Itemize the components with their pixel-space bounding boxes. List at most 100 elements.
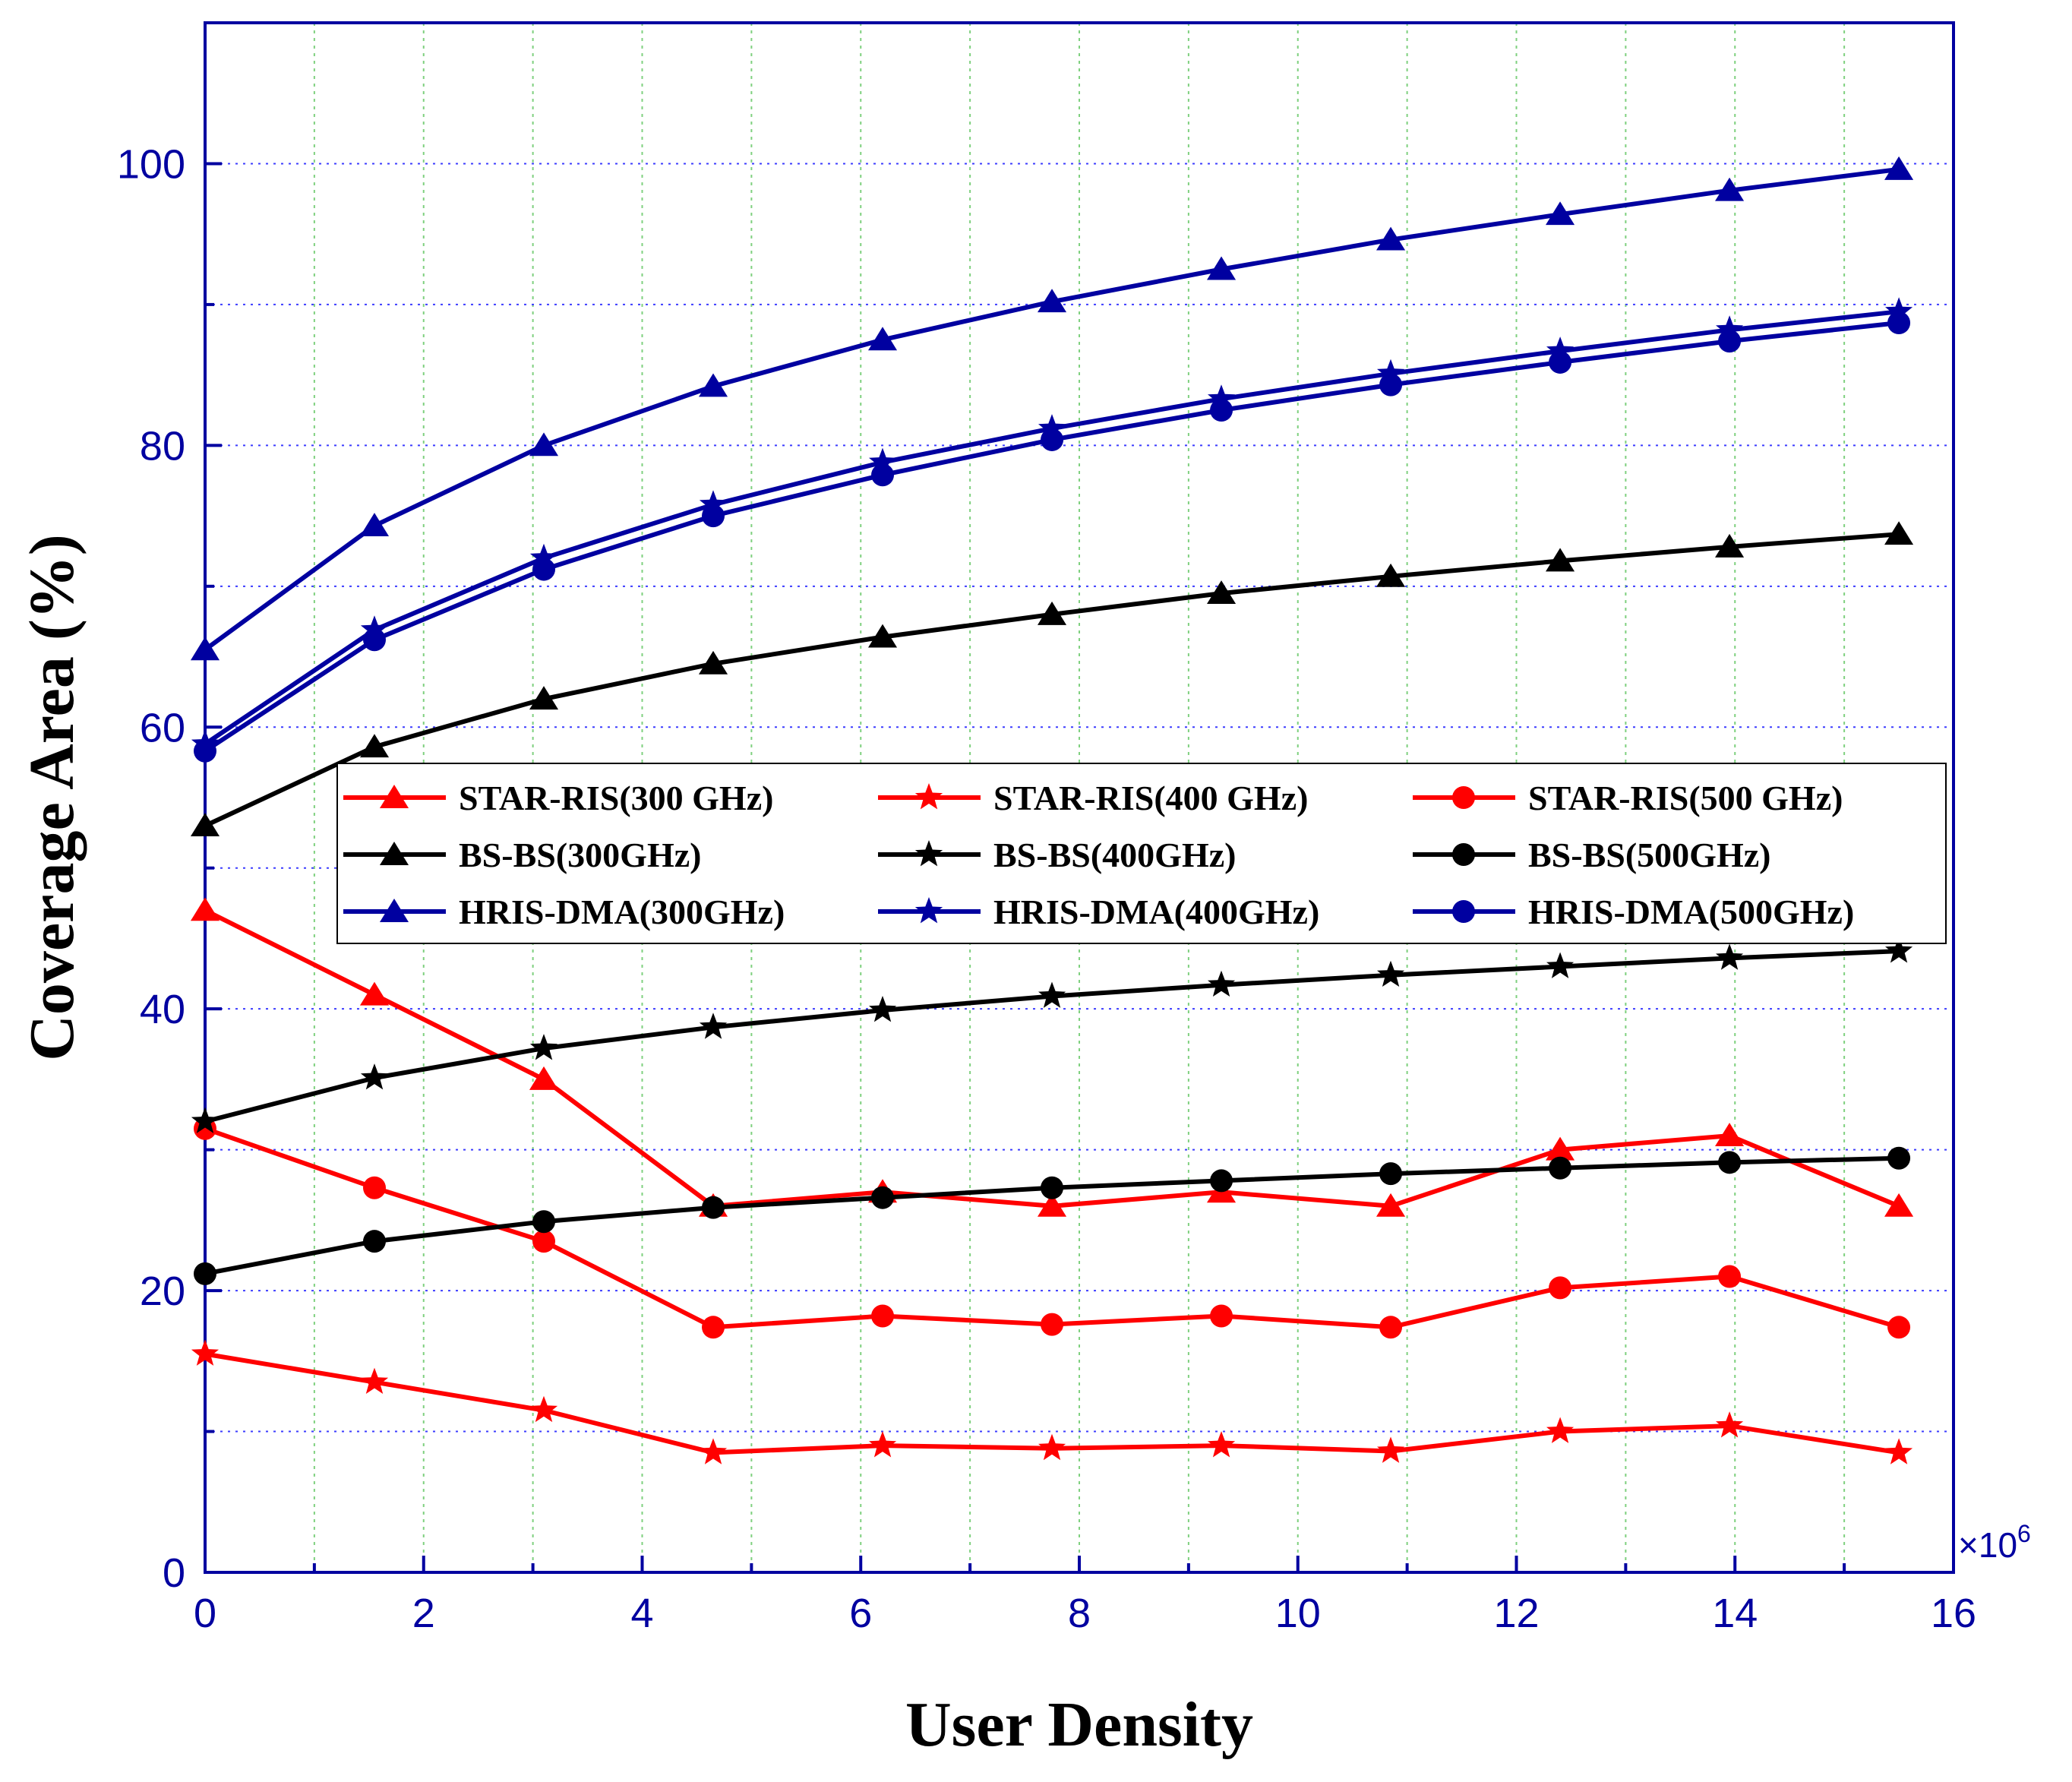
data-point [1718, 330, 1742, 353]
data-point [529, 1066, 559, 1090]
x-tick-label: 12 [1493, 1591, 1539, 1636]
data-point [1887, 311, 1911, 335]
data-point [1549, 350, 1572, 374]
data-point [1208, 970, 1236, 997]
x-axis-multiplier: ×106 [1958, 1520, 2031, 1565]
y-tick-label: 100 [117, 141, 185, 187]
data-point [1377, 359, 1405, 386]
data-point [1210, 399, 1233, 422]
data-point [532, 1210, 556, 1234]
data-point [1546, 336, 1575, 363]
data-point [1887, 1316, 1911, 1339]
x-tick-label: 2 [412, 1591, 435, 1636]
series-5 [194, 1146, 1911, 1285]
data-point [1376, 1193, 1406, 1217]
data-point [191, 1107, 220, 1133]
data-point [1715, 533, 1745, 558]
data-point [532, 558, 556, 581]
legend-box [336, 763, 1947, 944]
data-point [1885, 937, 1913, 963]
y-tick-label: 60 [140, 705, 185, 750]
data-point [191, 1339, 220, 1366]
data-point [869, 447, 897, 474]
data-point [1208, 384, 1236, 411]
legend-label: STAR-RIS(500 GHz) [1528, 779, 1843, 817]
data-point [529, 1395, 558, 1423]
data-point [871, 1304, 895, 1328]
data-point [702, 1196, 725, 1219]
data-point [1884, 1193, 1914, 1217]
data-point [699, 1438, 728, 1464]
data-point [1377, 1436, 1405, 1463]
data-point [1210, 1304, 1233, 1328]
legend-entry: HRIS-DMA(500GHz) [1413, 893, 1854, 931]
series-3 [190, 521, 1914, 837]
data-point [1885, 1438, 1913, 1464]
y-tick-label: 80 [140, 423, 185, 469]
data-point [1041, 428, 1064, 451]
data-point [1377, 960, 1405, 987]
x-tick-label: 8 [1068, 1591, 1091, 1636]
data-point [1206, 256, 1237, 280]
legend-entry: STAR-RIS(300 GHz) [343, 779, 773, 817]
data-point [699, 490, 728, 517]
data-point [867, 624, 898, 648]
data-point [1884, 156, 1914, 180]
x-tick-label: 10 [1275, 1591, 1321, 1636]
data-point [363, 1230, 387, 1253]
legend-marker [379, 899, 409, 922]
data-point [1718, 1151, 1742, 1174]
x-axis-multiplier-exponent: 6 [2017, 1520, 2031, 1547]
legend-label: HRIS-DMA(400GHz) [993, 893, 1319, 931]
data-point [529, 543, 558, 570]
data-point [1038, 414, 1066, 441]
data-point [190, 637, 220, 661]
x-axis-multiplier-base: ×10 [1958, 1525, 2017, 1565]
data-point [1038, 1433, 1066, 1461]
legend-marker [379, 785, 409, 808]
legend-entry: STAR-RIS(500 GHz) [1413, 779, 1843, 817]
series-group [190, 156, 1914, 1464]
data-point [1549, 1276, 1572, 1300]
data-point [360, 1063, 389, 1090]
data-point [702, 504, 725, 528]
data-point [360, 1367, 389, 1394]
x-tick-label: 14 [1712, 1591, 1758, 1636]
x-axis-title: User Density [905, 1689, 1253, 1760]
data-point [1037, 1193, 1067, 1217]
data-point [1041, 1313, 1064, 1336]
x-tick-label: 16 [1931, 1591, 1976, 1636]
data-point [1546, 548, 1575, 572]
data-point [1718, 1265, 1742, 1288]
data-point [1716, 1411, 1744, 1438]
data-point [363, 1176, 387, 1199]
data-point [190, 897, 220, 921]
data-point [1037, 601, 1067, 625]
data-point [1887, 1146, 1911, 1170]
data-point [1376, 226, 1406, 251]
legend-marker [914, 897, 943, 924]
y-axis-title: Coverage Area (%) [17, 534, 87, 1061]
data-point [1885, 297, 1913, 324]
series-0 [190, 897, 1914, 1217]
legend-label: BS-BS(500GHz) [1528, 836, 1770, 874]
legend-label: HRIS-DMA(500GHz) [1528, 893, 1854, 931]
data-point [359, 513, 390, 537]
legend-entry: BS-BS(300GHz) [343, 836, 701, 874]
data-point [1549, 1156, 1572, 1180]
data-point [359, 981, 390, 1006]
legend-marker [914, 840, 943, 867]
series-1 [191, 1339, 1913, 1464]
data-point [1716, 315, 1744, 342]
data-point [867, 327, 898, 351]
data-point [1041, 1176, 1064, 1199]
y-tick-label: 20 [140, 1269, 185, 1314]
legend-entry: HRIS-DMA(400GHz) [878, 893, 1319, 931]
legend-marker [1452, 900, 1475, 923]
data-point [529, 686, 559, 710]
legend-label: BS-BS(300GHz) [459, 836, 701, 874]
legend-entry: BS-BS(400GHz) [878, 836, 1236, 874]
data-point [529, 432, 559, 457]
data-point [529, 1034, 558, 1060]
